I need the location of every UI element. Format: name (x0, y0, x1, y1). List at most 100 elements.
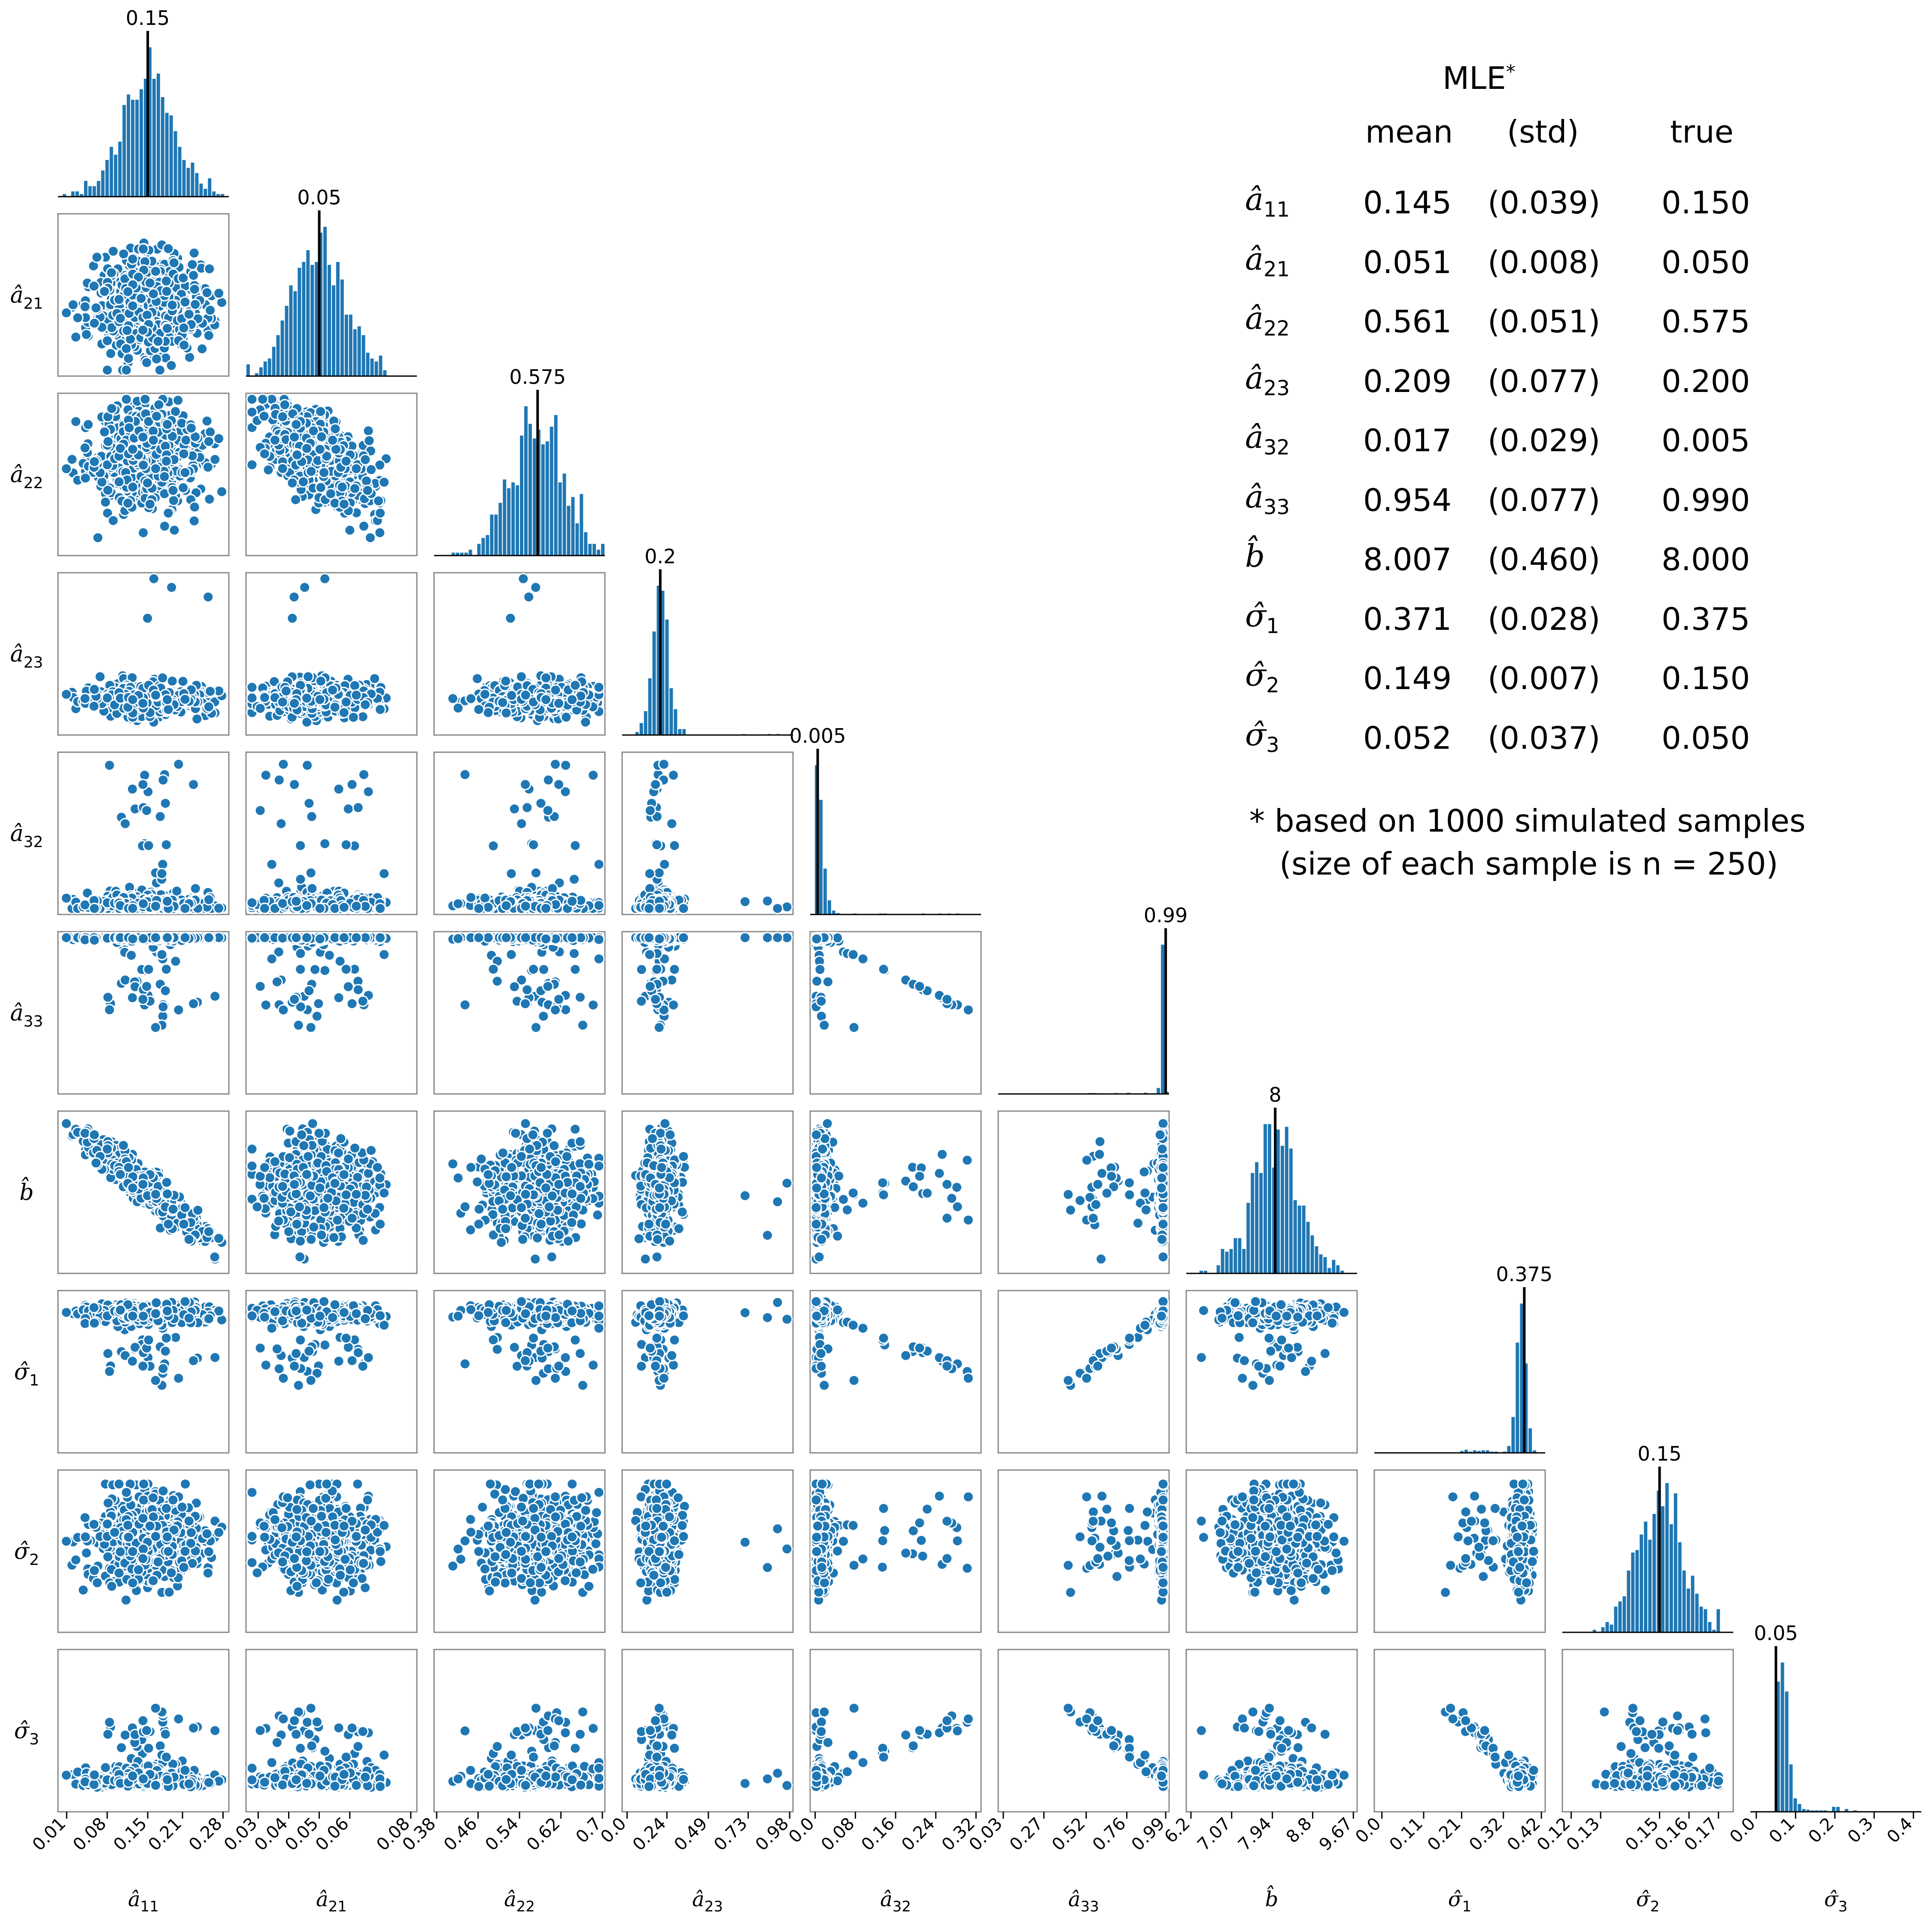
scatter-point (143, 478, 153, 488)
scatter-point (115, 313, 125, 324)
hist-bar (383, 370, 386, 376)
scatter-point (128, 254, 138, 264)
scatter-point (73, 313, 83, 323)
scatter-point (178, 483, 188, 493)
scatter-point (124, 422, 134, 433)
scatter-point (163, 508, 173, 518)
hist-bar (336, 262, 340, 376)
hist-bar (328, 265, 331, 376)
hist-bar (310, 265, 314, 376)
scatter-point (128, 301, 138, 311)
hist-bar (165, 113, 169, 197)
hist-bar (302, 262, 305, 376)
scatter-point (365, 532, 375, 543)
hist-bar (88, 186, 92, 197)
scatter-point (106, 403, 117, 413)
scatter-point (179, 323, 189, 333)
scatter-point (99, 427, 109, 437)
scatter-point (123, 353, 134, 364)
scatter-point (61, 464, 72, 474)
scatter-point (89, 456, 100, 467)
hist-bar (71, 191, 75, 197)
hist-bar (371, 358, 374, 376)
hist-bar (195, 173, 198, 197)
hist-bar (315, 262, 318, 376)
scatter-point (279, 400, 290, 410)
hist-bar (157, 73, 160, 197)
scatter-a22-vs-a11 (58, 393, 229, 556)
scatter-point (153, 336, 163, 346)
scatter-point (263, 465, 273, 475)
scatter-point (154, 400, 164, 410)
hist-bar (353, 329, 357, 376)
scatter-point (163, 243, 173, 254)
scatter-point (80, 473, 91, 483)
hist-bar (152, 79, 156, 197)
hist-bar (182, 160, 186, 197)
scatter-point (214, 288, 224, 298)
scatter-point (80, 301, 90, 312)
scatter-point (106, 348, 116, 358)
hist-bar (105, 160, 109, 197)
scatter-point (169, 258, 179, 268)
scatter-point (166, 360, 176, 371)
scatter-point (123, 286, 133, 297)
scatter-point (202, 288, 212, 298)
scatter-point (148, 435, 158, 445)
hist-bar (379, 355, 382, 376)
hist-bar (289, 286, 293, 376)
scatter-point (102, 336, 112, 346)
scatter-point (114, 477, 124, 487)
hist-bar (375, 361, 378, 376)
scatter-point (161, 276, 171, 286)
scatter-point (80, 443, 90, 453)
scatter-point (204, 264, 215, 274)
hist-bar (161, 97, 164, 197)
hist-bar (264, 361, 267, 376)
hist-bar (118, 142, 122, 197)
hist-bar (298, 268, 301, 376)
scatter-point (204, 330, 214, 340)
scatter-point (138, 460, 149, 470)
hist-bar (97, 181, 100, 197)
histogram-a11: 0.15 (58, 6, 229, 197)
scatter-point (345, 525, 355, 535)
scatter-point (152, 354, 162, 364)
scatter-point (169, 525, 179, 535)
scatter-a21-vs-a11 (58, 214, 229, 376)
scatter-point (114, 295, 124, 305)
hist-bar (93, 186, 96, 197)
hist-bar (246, 365, 250, 376)
scatter-point (186, 423, 196, 433)
scatter-point (190, 299, 200, 310)
scatter-point (358, 521, 369, 532)
scatter-point (187, 259, 197, 270)
scatter-point (189, 502, 200, 512)
hist-bar (170, 115, 173, 197)
scatter-point (92, 252, 102, 262)
scatter-point (162, 419, 173, 430)
scatter-point (159, 471, 170, 482)
hist-bar (332, 286, 335, 376)
scatter-point (152, 411, 162, 421)
scatter-point (138, 325, 148, 335)
hist-bar (191, 163, 194, 197)
scatter-point (151, 266, 161, 276)
scatter-point (100, 497, 111, 507)
hist-bar (187, 168, 190, 197)
hist-bar (259, 368, 263, 376)
scatter-point (179, 449, 189, 459)
scatter-point (138, 432, 148, 442)
scatter-point (161, 286, 172, 297)
hist-bar (366, 352, 370, 376)
scatter-point (102, 365, 112, 375)
hist-bar (268, 358, 271, 376)
scatter-point (148, 289, 158, 299)
scatter-point (180, 468, 190, 478)
scatter-point (128, 444, 138, 455)
scatter-point (203, 462, 213, 472)
hist-bar (276, 335, 280, 376)
scatter-a22-vs-a21 (246, 393, 417, 556)
scatter-point (151, 464, 161, 474)
scatter-point (93, 532, 103, 543)
